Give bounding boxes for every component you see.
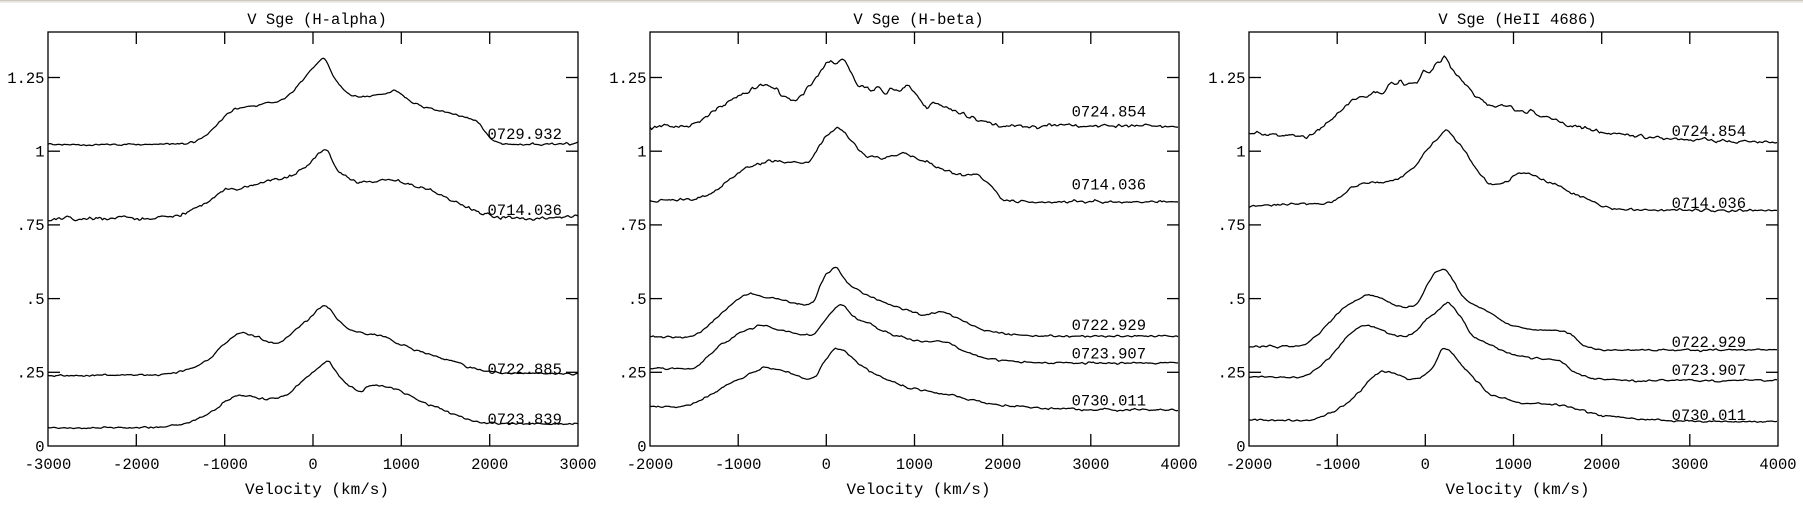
svg-text:-3000: -3000 bbox=[25, 456, 72, 474]
svg-text:0: 0 bbox=[308, 456, 317, 474]
svg-text:V Sge (HeII 4686): V Sge (HeII 4686) bbox=[1438, 11, 1596, 29]
svg-text:0730.011: 0730.011 bbox=[1672, 407, 1746, 425]
svg-text:0714.036: 0714.036 bbox=[1672, 195, 1746, 213]
svg-text:2000: 2000 bbox=[1583, 456, 1620, 474]
svg-text:3000: 3000 bbox=[1072, 456, 1109, 474]
svg-text:2000: 2000 bbox=[471, 456, 508, 474]
svg-text:4000: 4000 bbox=[1160, 456, 1197, 474]
svg-text:0724.854: 0724.854 bbox=[1072, 104, 1146, 122]
svg-text:0729.932: 0729.932 bbox=[488, 126, 562, 144]
svg-text:0: 0 bbox=[35, 438, 44, 456]
svg-text:1000: 1000 bbox=[896, 456, 933, 474]
svg-text:.5: .5 bbox=[1227, 291, 1246, 309]
svg-text:V Sge (H-alpha): V Sge (H-alpha) bbox=[247, 11, 387, 29]
svg-text:0722.929: 0722.929 bbox=[1072, 317, 1146, 335]
svg-text:3000: 3000 bbox=[1671, 456, 1708, 474]
svg-text:0722.885: 0722.885 bbox=[488, 361, 562, 379]
svg-text:1: 1 bbox=[35, 144, 44, 162]
svg-text:.5: .5 bbox=[26, 291, 45, 309]
svg-text:-1000: -1000 bbox=[1314, 456, 1361, 474]
svg-text:2000: 2000 bbox=[984, 456, 1021, 474]
svg-text:1.25: 1.25 bbox=[1208, 70, 1245, 88]
svg-text:Velocity (km/s): Velocity (km/s) bbox=[846, 481, 990, 499]
svg-text:1: 1 bbox=[637, 144, 646, 162]
svg-text:0: 0 bbox=[822, 456, 831, 474]
svg-text:V Sge (H-beta): V Sge (H-beta) bbox=[853, 11, 983, 29]
svg-text:0723.907: 0723.907 bbox=[1672, 362, 1746, 380]
svg-text:1000: 1000 bbox=[1495, 456, 1532, 474]
svg-text:-2000: -2000 bbox=[627, 456, 674, 474]
svg-text:.5: .5 bbox=[628, 291, 647, 309]
svg-text:1.25: 1.25 bbox=[609, 70, 646, 88]
svg-text:0730.011: 0730.011 bbox=[1072, 393, 1146, 411]
svg-text:Velocity (km/s): Velocity (km/s) bbox=[245, 481, 389, 499]
svg-text:.25: .25 bbox=[17, 365, 45, 383]
svg-text:-2000: -2000 bbox=[1226, 456, 1273, 474]
svg-text:-1000: -1000 bbox=[201, 456, 248, 474]
svg-text:0723.839: 0723.839 bbox=[488, 411, 562, 429]
svg-text:1: 1 bbox=[1236, 144, 1245, 162]
svg-text:.75: .75 bbox=[17, 217, 45, 235]
svg-text:.25: .25 bbox=[1218, 365, 1246, 383]
svg-text:0: 0 bbox=[1421, 456, 1430, 474]
svg-text:1.25: 1.25 bbox=[7, 70, 44, 88]
svg-text:-1000: -1000 bbox=[715, 456, 762, 474]
svg-text:Velocity (km/s): Velocity (km/s) bbox=[1445, 481, 1589, 499]
svg-text:4000: 4000 bbox=[1759, 456, 1796, 474]
svg-text:.75: .75 bbox=[1218, 217, 1246, 235]
svg-text:0: 0 bbox=[1236, 438, 1245, 456]
svg-text:0723.907: 0723.907 bbox=[1072, 346, 1146, 364]
svg-text:.25: .25 bbox=[619, 365, 647, 383]
svg-text:-2000: -2000 bbox=[113, 456, 160, 474]
svg-text:.75: .75 bbox=[619, 217, 647, 235]
svg-text:0714.036: 0714.036 bbox=[488, 202, 562, 220]
svg-text:0714.036: 0714.036 bbox=[1072, 177, 1146, 195]
svg-text:0722.929: 0722.929 bbox=[1672, 334, 1746, 352]
svg-text:3000: 3000 bbox=[559, 456, 596, 474]
svg-text:1000: 1000 bbox=[383, 456, 420, 474]
svg-text:0724.854: 0724.854 bbox=[1672, 123, 1746, 141]
svg-text:0: 0 bbox=[637, 438, 646, 456]
